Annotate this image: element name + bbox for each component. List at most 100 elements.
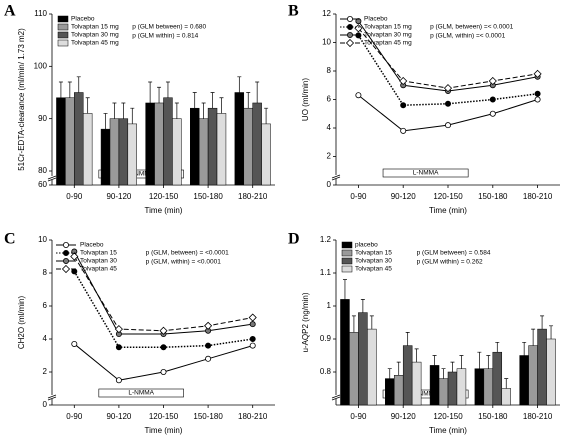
bar — [546, 338, 556, 406]
bar — [252, 102, 262, 186]
error-bar — [351, 315, 356, 333]
marker — [346, 15, 353, 22]
bar — [65, 97, 75, 186]
y-tick-label: 0 — [327, 180, 332, 189]
error-bar — [121, 102, 126, 119]
x-tick-label: 90-120 — [106, 412, 131, 421]
bar — [127, 123, 137, 186]
bar — [393, 375, 404, 406]
legend-label: Placebo — [71, 16, 95, 23]
y-tick-label: 90 — [38, 114, 47, 123]
annotation: p (GLM, within) = <0.0001 — [146, 259, 222, 266]
marker — [346, 23, 353, 30]
x-tick-label: 0-90 — [350, 412, 367, 421]
y-tick-label: 8 — [327, 66, 332, 75]
intervention-label: L-NMMA — [128, 390, 154, 397]
marker — [115, 344, 122, 351]
bar — [163, 97, 173, 186]
legend-label: Tolvaptan 30 — [80, 258, 117, 265]
marker — [71, 340, 78, 347]
bar — [474, 368, 485, 406]
marker — [345, 38, 355, 48]
y-tick-label: 8 — [43, 268, 48, 277]
error-bar — [459, 355, 464, 369]
break-mark — [331, 394, 341, 399]
axis-break — [332, 175, 340, 179]
x-tick-label: 0-90 — [66, 192, 83, 201]
y-axis-title: UO (ml/min) — [301, 78, 310, 121]
error-bar — [148, 81, 153, 103]
error-bar — [255, 81, 260, 103]
error-bar — [495, 341, 500, 353]
break-mark — [47, 396, 57, 401]
bar — [367, 328, 377, 406]
bar — [145, 102, 155, 186]
marker — [115, 377, 122, 384]
y-tick-label: 4 — [327, 123, 332, 132]
x-tick-label: 0-90 — [350, 192, 367, 201]
error-bar — [85, 97, 90, 114]
y-tick-label: 2 — [43, 367, 48, 376]
panel-label: D — [288, 231, 300, 248]
error-bar — [67, 81, 72, 98]
error-bar — [414, 348, 419, 363]
legend-label: Tolvaptan 30 mg — [71, 32, 119, 39]
x-tick-label: 120-150 — [433, 412, 463, 421]
panel-label: A — [4, 3, 16, 20]
annotation: p (GLM within) = 0.262 — [417, 259, 483, 266]
annotation: p (GLM between) = 0.584 — [417, 250, 491, 257]
error-bar — [504, 378, 509, 389]
bar — [537, 328, 547, 406]
y-tick-label: 80 — [38, 166, 47, 175]
bar — [447, 371, 458, 406]
marker — [533, 69, 542, 78]
error-bar — [219, 97, 224, 114]
break-mark — [47, 177, 57, 182]
bar — [261, 123, 271, 186]
x-axis-title: Time (min) — [429, 206, 467, 215]
marker — [400, 102, 407, 109]
y-tick-label: 0.8 — [320, 367, 332, 376]
break-mark — [331, 174, 341, 179]
marker — [489, 110, 496, 117]
marker — [248, 313, 257, 322]
y-tick-label: 1.2 — [320, 235, 332, 244]
bar — [109, 118, 120, 186]
y-tick-label: 12 — [322, 9, 331, 18]
bar — [82, 113, 93, 186]
marker — [63, 257, 70, 264]
bar — [207, 107, 218, 186]
marker — [204, 321, 213, 330]
error-bar — [237, 76, 242, 93]
marker — [61, 264, 71, 274]
annotation: p (GLM within) = 0.814 — [132, 33, 198, 40]
error-bar — [531, 328, 536, 346]
marker — [488, 76, 497, 86]
error-bar — [549, 325, 554, 339]
error-bar — [450, 361, 455, 372]
marker — [63, 241, 70, 248]
marker — [160, 344, 167, 351]
bar — [349, 332, 359, 406]
y-axis-title: CH2O (ml/min) — [17, 296, 26, 350]
axis-break — [48, 395, 56, 399]
bar — [190, 107, 200, 186]
bar — [501, 388, 511, 406]
legend-label: Tolvaptan 15 — [80, 250, 117, 257]
x-tick-label: 90-120 — [391, 412, 416, 421]
annotation: p (GLM, between) =< 0.0001 — [430, 24, 513, 31]
x-axis-title: Time (min) — [145, 426, 183, 435]
x-tick-label: 180-210 — [523, 412, 553, 421]
break-mark — [47, 394, 57, 399]
bar — [402, 345, 413, 406]
error-bar — [486, 355, 491, 369]
marker — [399, 76, 408, 86]
bar — [100, 128, 111, 186]
intervention-box — [382, 168, 469, 178]
legend-swatch — [341, 241, 353, 249]
intervention-label: L-NMMA — [128, 171, 154, 178]
x-tick-label: 120-150 — [149, 412, 179, 421]
break-mark — [331, 176, 341, 181]
marker — [355, 92, 362, 99]
bar — [385, 378, 395, 406]
